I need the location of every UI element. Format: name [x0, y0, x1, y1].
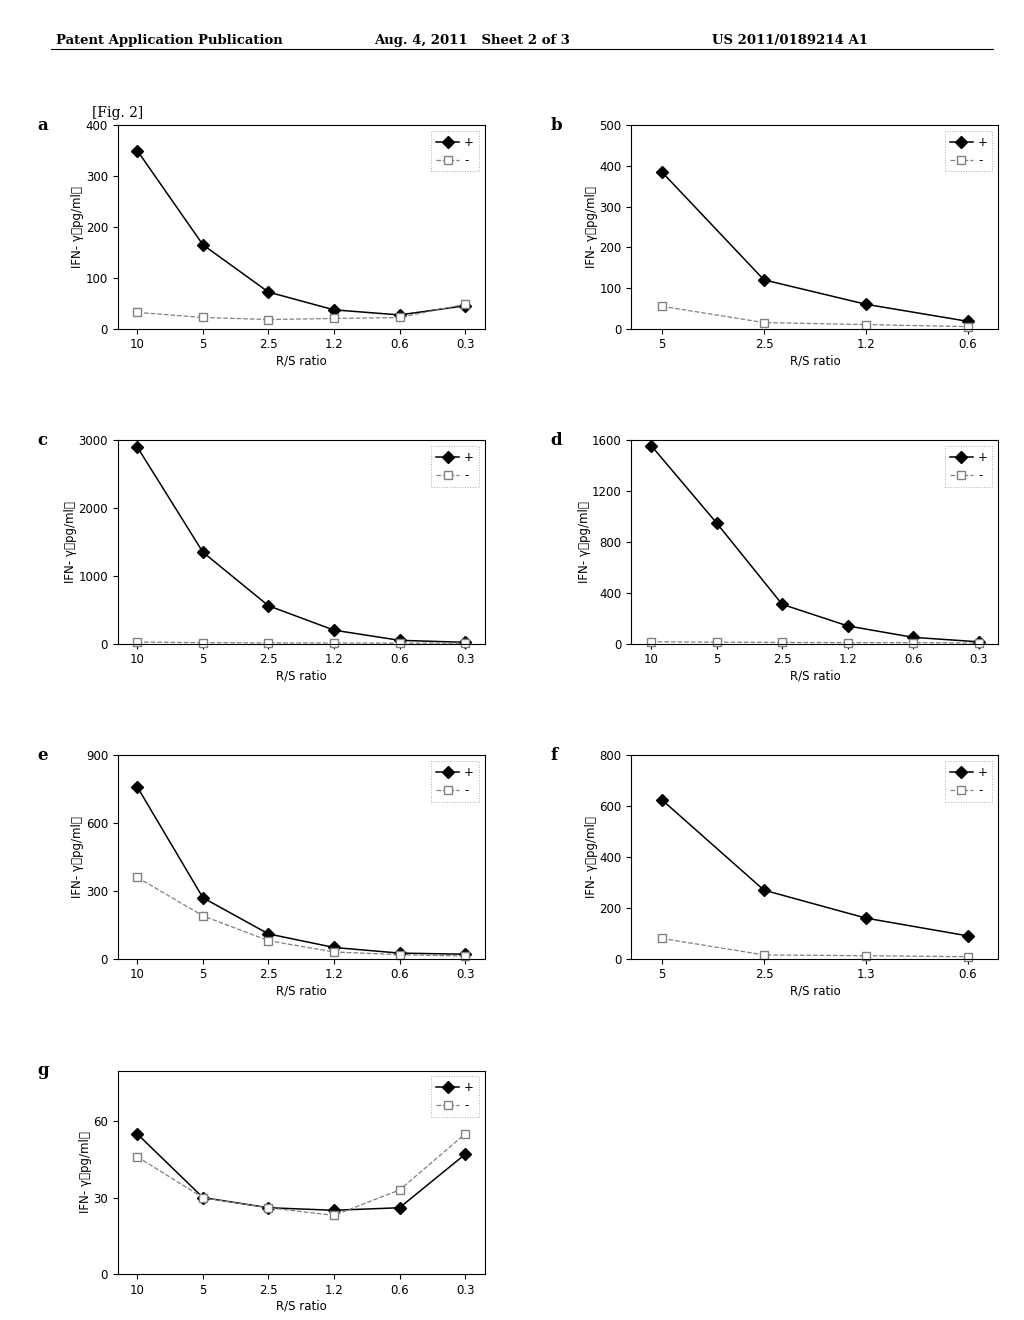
Text: a: a: [37, 117, 48, 135]
X-axis label: R/S ratio: R/S ratio: [275, 669, 327, 682]
Text: d: d: [551, 433, 562, 449]
X-axis label: R/S ratio: R/S ratio: [275, 985, 327, 997]
Y-axis label: IFN- γ（pg/ml）: IFN- γ（pg/ml）: [79, 1131, 92, 1213]
Y-axis label: IFN- γ（pg/ml）: IFN- γ（pg/ml）: [72, 186, 84, 268]
Legend: +, -: +, -: [945, 762, 992, 801]
Text: Aug. 4, 2011   Sheet 2 of 3: Aug. 4, 2011 Sheet 2 of 3: [374, 34, 569, 48]
Legend: +, -: +, -: [431, 1076, 479, 1117]
Y-axis label: IFN- γ（pg/ml）: IFN- γ（pg/ml）: [72, 816, 84, 898]
Legend: +, -: +, -: [431, 762, 479, 801]
Text: Patent Application Publication: Patent Application Publication: [56, 34, 283, 48]
Text: f: f: [551, 747, 558, 764]
X-axis label: R/S ratio: R/S ratio: [790, 354, 841, 367]
Text: US 2011/0189214 A1: US 2011/0189214 A1: [712, 34, 867, 48]
X-axis label: R/S ratio: R/S ratio: [790, 985, 841, 997]
X-axis label: R/S ratio: R/S ratio: [275, 1299, 327, 1312]
Text: e: e: [37, 747, 47, 764]
Text: [Fig. 2]: [Fig. 2]: [92, 106, 143, 120]
Text: c: c: [37, 433, 47, 449]
Y-axis label: IFN- γ（pg/ml）: IFN- γ（pg/ml）: [585, 816, 598, 898]
Y-axis label: IFN- γ（pg/ml）: IFN- γ（pg/ml）: [585, 186, 598, 268]
X-axis label: R/S ratio: R/S ratio: [790, 669, 841, 682]
Legend: +, -: +, -: [945, 446, 992, 487]
Legend: +, -: +, -: [945, 131, 992, 172]
Legend: +, -: +, -: [431, 446, 479, 487]
X-axis label: R/S ratio: R/S ratio: [275, 354, 327, 367]
Y-axis label: IFN- γ（pg/ml）: IFN- γ（pg/ml）: [65, 502, 77, 583]
Text: g: g: [37, 1063, 49, 1080]
Y-axis label: IFN- γ（pg/ml）: IFN- γ（pg/ml）: [578, 502, 591, 583]
Legend: +, -: +, -: [431, 131, 479, 172]
Text: b: b: [551, 117, 562, 135]
